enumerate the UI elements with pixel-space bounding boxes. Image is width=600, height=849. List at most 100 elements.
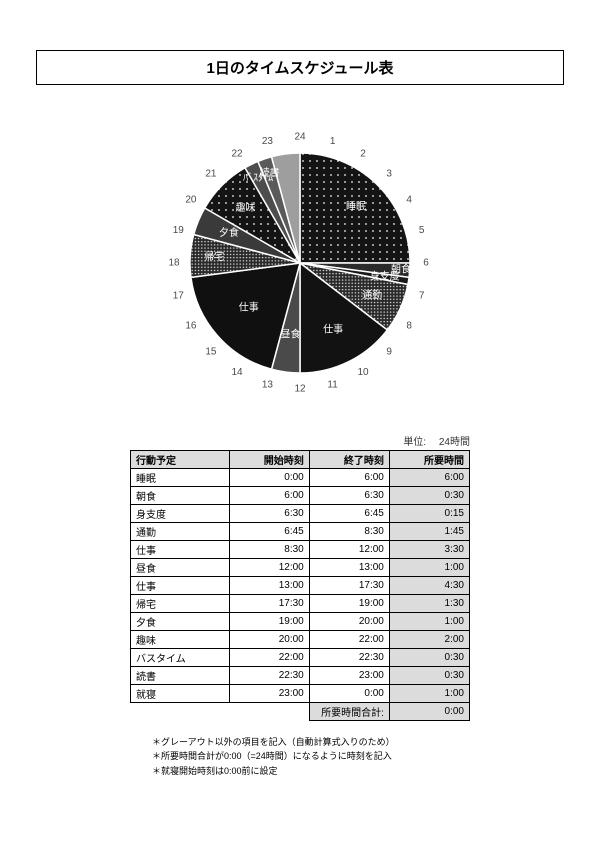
table-row: 睡眠0:006:006:00 — [131, 469, 470, 487]
table-row: 趣味20:0022:002:00 — [131, 631, 470, 649]
cell-start: 8:30 — [229, 541, 309, 559]
table-row: 帰宅17:3019:001:30 — [131, 595, 470, 613]
table-row: 読書22:3023:000:30 — [131, 667, 470, 685]
pie-slice-label: 昼食 — [281, 328, 301, 341]
hour-tick-1: 1 — [330, 136, 336, 147]
cell-end: 19:00 — [309, 595, 389, 613]
cell-activity: 就寝 — [131, 685, 230, 703]
cell-activity: バスタイム — [131, 649, 230, 667]
hour-tick-21: 21 — [205, 169, 217, 180]
cell-end: 8:30 — [309, 523, 389, 541]
total-value: 0:00 — [389, 703, 469, 721]
cell-start: 6:45 — [229, 523, 309, 541]
cell-end: 0:00 — [309, 685, 389, 703]
pie-slice-label: 夕食 — [219, 226, 239, 239]
cell-activity: 夕食 — [131, 613, 230, 631]
hour-tick-13: 13 — [262, 379, 274, 390]
hour-tick-16: 16 — [185, 321, 197, 332]
footnotes: グレーアウト以外の項目を記入（自動計算式入りのため）所要時間合計が0:00（=2… — [152, 735, 552, 778]
hour-tick-5: 5 — [419, 225, 425, 236]
unit-value: 24時間 — [439, 437, 470, 448]
hour-tick-7: 7 — [419, 290, 425, 301]
th-start: 開始時刻 — [229, 451, 309, 469]
cell-start: 22:30 — [229, 667, 309, 685]
cell-duration: 4:30 — [389, 577, 469, 595]
cell-activity: 身支度 — [131, 505, 230, 523]
schedule-table: 行動予定 開始時刻 終了時刻 所要時間 睡眠0:006:006:00朝食6:00… — [130, 450, 470, 721]
unit-row: 単位: 24時間 — [130, 433, 470, 448]
hour-tick-18: 18 — [168, 258, 180, 269]
pie-slice-label: 帰宅 — [204, 250, 224, 263]
chart-wrap: 睡眠朝食身支度通勤仕事昼食仕事帰宅夕食趣味ﾊﾞｽﾀｲﾑ読書 1234567891… — [36, 103, 564, 423]
table-row: 昼食12:0013:001:00 — [131, 559, 470, 577]
table-row: 仕事13:0017:304:30 — [131, 577, 470, 595]
cell-end: 6:00 — [309, 469, 389, 487]
cell-activity: 仕事 — [131, 577, 230, 595]
total-label: 所要時間合計: — [309, 703, 389, 721]
page-root: 1日のタイムスケジュール表 睡眠朝食身支度通勤仕事昼食仕事帰宅夕食趣味ﾊﾞｽﾀｲ… — [0, 0, 600, 849]
table-row: 身支度6:306:450:15 — [131, 505, 470, 523]
cell-duration: 3:30 — [389, 541, 469, 559]
pie-slice-label: 仕事 — [239, 301, 259, 314]
pie-slice-label: 通勤 — [362, 288, 382, 301]
pie-slice-label: 身支度 — [370, 270, 400, 283]
cell-end: 22:30 — [309, 649, 389, 667]
cell-activity: 趣味 — [131, 631, 230, 649]
hour-tick-14: 14 — [231, 367, 243, 378]
cell-end: 13:00 — [309, 559, 389, 577]
hour-tick-9: 9 — [386, 347, 392, 358]
cell-start: 17:30 — [229, 595, 309, 613]
table-row: 通勤6:458:301:45 — [131, 523, 470, 541]
hour-tick-15: 15 — [205, 347, 217, 358]
footnote-line: 所要時間合計が0:00（=24時間）になるように時刻を記入 — [152, 749, 552, 763]
hour-tick-19: 19 — [173, 225, 185, 236]
hour-tick-8: 8 — [406, 321, 412, 332]
hour-tick-20: 20 — [185, 195, 197, 206]
table-row: バスタイム22:0022:300:30 — [131, 649, 470, 667]
cell-duration: 2:00 — [389, 631, 469, 649]
footnote-line: 就寝開始時刻は0:00前に設定 — [152, 764, 552, 778]
hour-tick-24: 24 — [294, 132, 306, 143]
hour-tick-10: 10 — [357, 367, 369, 378]
hour-tick-23: 23 — [262, 136, 274, 147]
th-activity: 行動予定 — [131, 451, 230, 469]
cell-duration: 0:30 — [389, 667, 469, 685]
cell-start: 20:00 — [229, 631, 309, 649]
cell-duration: 1:00 — [389, 613, 469, 631]
cell-start: 23:00 — [229, 685, 309, 703]
cell-activity: 睡眠 — [131, 469, 230, 487]
hour-tick-11: 11 — [327, 379, 338, 390]
th-end: 終了時刻 — [309, 451, 389, 469]
cell-end: 17:30 — [309, 577, 389, 595]
pie-slice-label: 読書 — [260, 166, 280, 179]
table-total-row: 所要時間合計:0:00 — [131, 703, 470, 721]
cell-activity: 昼食 — [131, 559, 230, 577]
cell-duration: 1:00 — [389, 685, 469, 703]
cell-end: 12:00 — [309, 541, 389, 559]
cell-duration: 0:15 — [389, 505, 469, 523]
cell-duration: 6:00 — [389, 469, 469, 487]
table-row: 仕事8:3012:003:30 — [131, 541, 470, 559]
cell-start: 13:00 — [229, 577, 309, 595]
pie-slice-label: 仕事 — [323, 323, 343, 336]
cell-duration: 1:45 — [389, 523, 469, 541]
cell-start: 0:00 — [229, 469, 309, 487]
hour-tick-6: 6 — [423, 258, 429, 269]
cell-start: 19:00 — [229, 613, 309, 631]
cell-duration: 0:30 — [389, 487, 469, 505]
cell-end: 22:00 — [309, 631, 389, 649]
cell-start: 6:00 — [229, 487, 309, 505]
table-header-row: 行動予定 開始時刻 終了時刻 所要時間 — [131, 451, 470, 469]
hour-tick-17: 17 — [173, 290, 185, 301]
cell-duration: 1:30 — [389, 595, 469, 613]
cell-start: 12:00 — [229, 559, 309, 577]
cell-end: 23:00 — [309, 667, 389, 685]
cell-activity: 朝食 — [131, 487, 230, 505]
hour-tick-12: 12 — [294, 384, 306, 395]
cell-activity: 通勤 — [131, 523, 230, 541]
cell-end: 20:00 — [309, 613, 389, 631]
unit-label: 単位: — [403, 437, 426, 448]
cell-start: 22:00 — [229, 649, 309, 667]
cell-activity: 帰宅 — [131, 595, 230, 613]
cell-end: 6:30 — [309, 487, 389, 505]
